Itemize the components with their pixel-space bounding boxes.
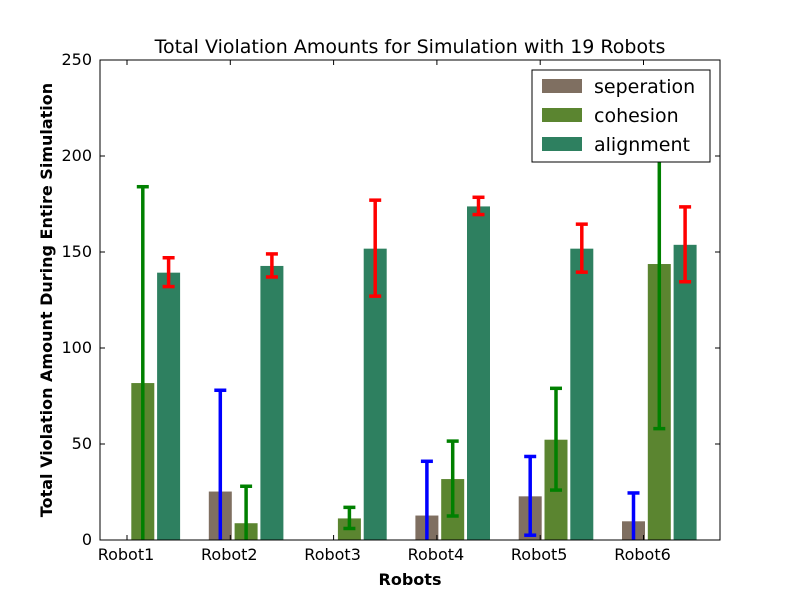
bar-alignment-Robot4 [466,205,491,541]
y-tick-label: 200 [61,146,92,165]
legend: seperation cohesion alignment [531,69,711,163]
error-bar-seperation-Robot2 [214,388,227,540]
error-bar-alignment-Robot1 [162,256,175,289]
x-axis-label: Robots [379,570,442,589]
plot-frame [99,59,721,541]
x-tick-label: Robot4 [408,545,465,564]
bar-alignment-Robot6 [672,243,698,541]
x-tick-label: Robot5 [511,545,568,564]
error-bar-cohesion-Robot4 [446,439,459,518]
error-bar-cohesion-Robot1 [136,184,149,540]
error-bar-cohesion-Robot2 [240,484,253,540]
error-bar-alignment-Robot5 [575,222,588,274]
chart-title: Total Violation Amounts for Simulation w… [154,36,666,58]
x-tick-label: Robot1 [98,545,155,564]
y-tick-label: 100 [61,338,92,357]
error-bar-seperation-Robot4 [420,459,433,540]
error-bar-seperation-Robot6 [627,491,640,540]
legend-label-seperation: seperation [594,76,695,98]
legend-label-cohesion: cohesion [594,105,679,127]
y-tick-label: 250 [61,50,92,69]
error-bar-cohesion-Robot5 [550,386,562,492]
error-bar-alignment-Robot4 [472,195,485,217]
error-bar-alignment-Robot2 [265,252,278,279]
y-tick-label: 150 [61,242,92,261]
x-tick-label: Robot6 [614,545,671,564]
error-bar-cohesion-Robot3 [343,505,356,531]
bar-alignment-Robot1 [156,271,182,541]
error-bar-seperation-Robot5 [524,454,537,537]
bar-alignment-Robot2 [259,264,285,541]
y-tick-label: 50 [72,434,92,453]
y-axis-label: Total Violation Amount During Entire Sim… [37,83,56,517]
legend-swatch-seperation [542,79,582,93]
legend-swatch-alignment [542,137,582,151]
y-tick-label: 0 [82,530,92,549]
legend-swatch-cohesion [542,108,582,122]
x-tick-label: Robot3 [304,545,361,564]
error-bar-alignment-Robot6 [679,205,692,284]
error-bar-alignment-Robot3 [369,198,382,298]
legend-label-alignment: alignment [594,134,690,156]
x-tick-label: Robot2 [201,545,258,564]
bar-alignment-Robot5 [569,247,595,541]
